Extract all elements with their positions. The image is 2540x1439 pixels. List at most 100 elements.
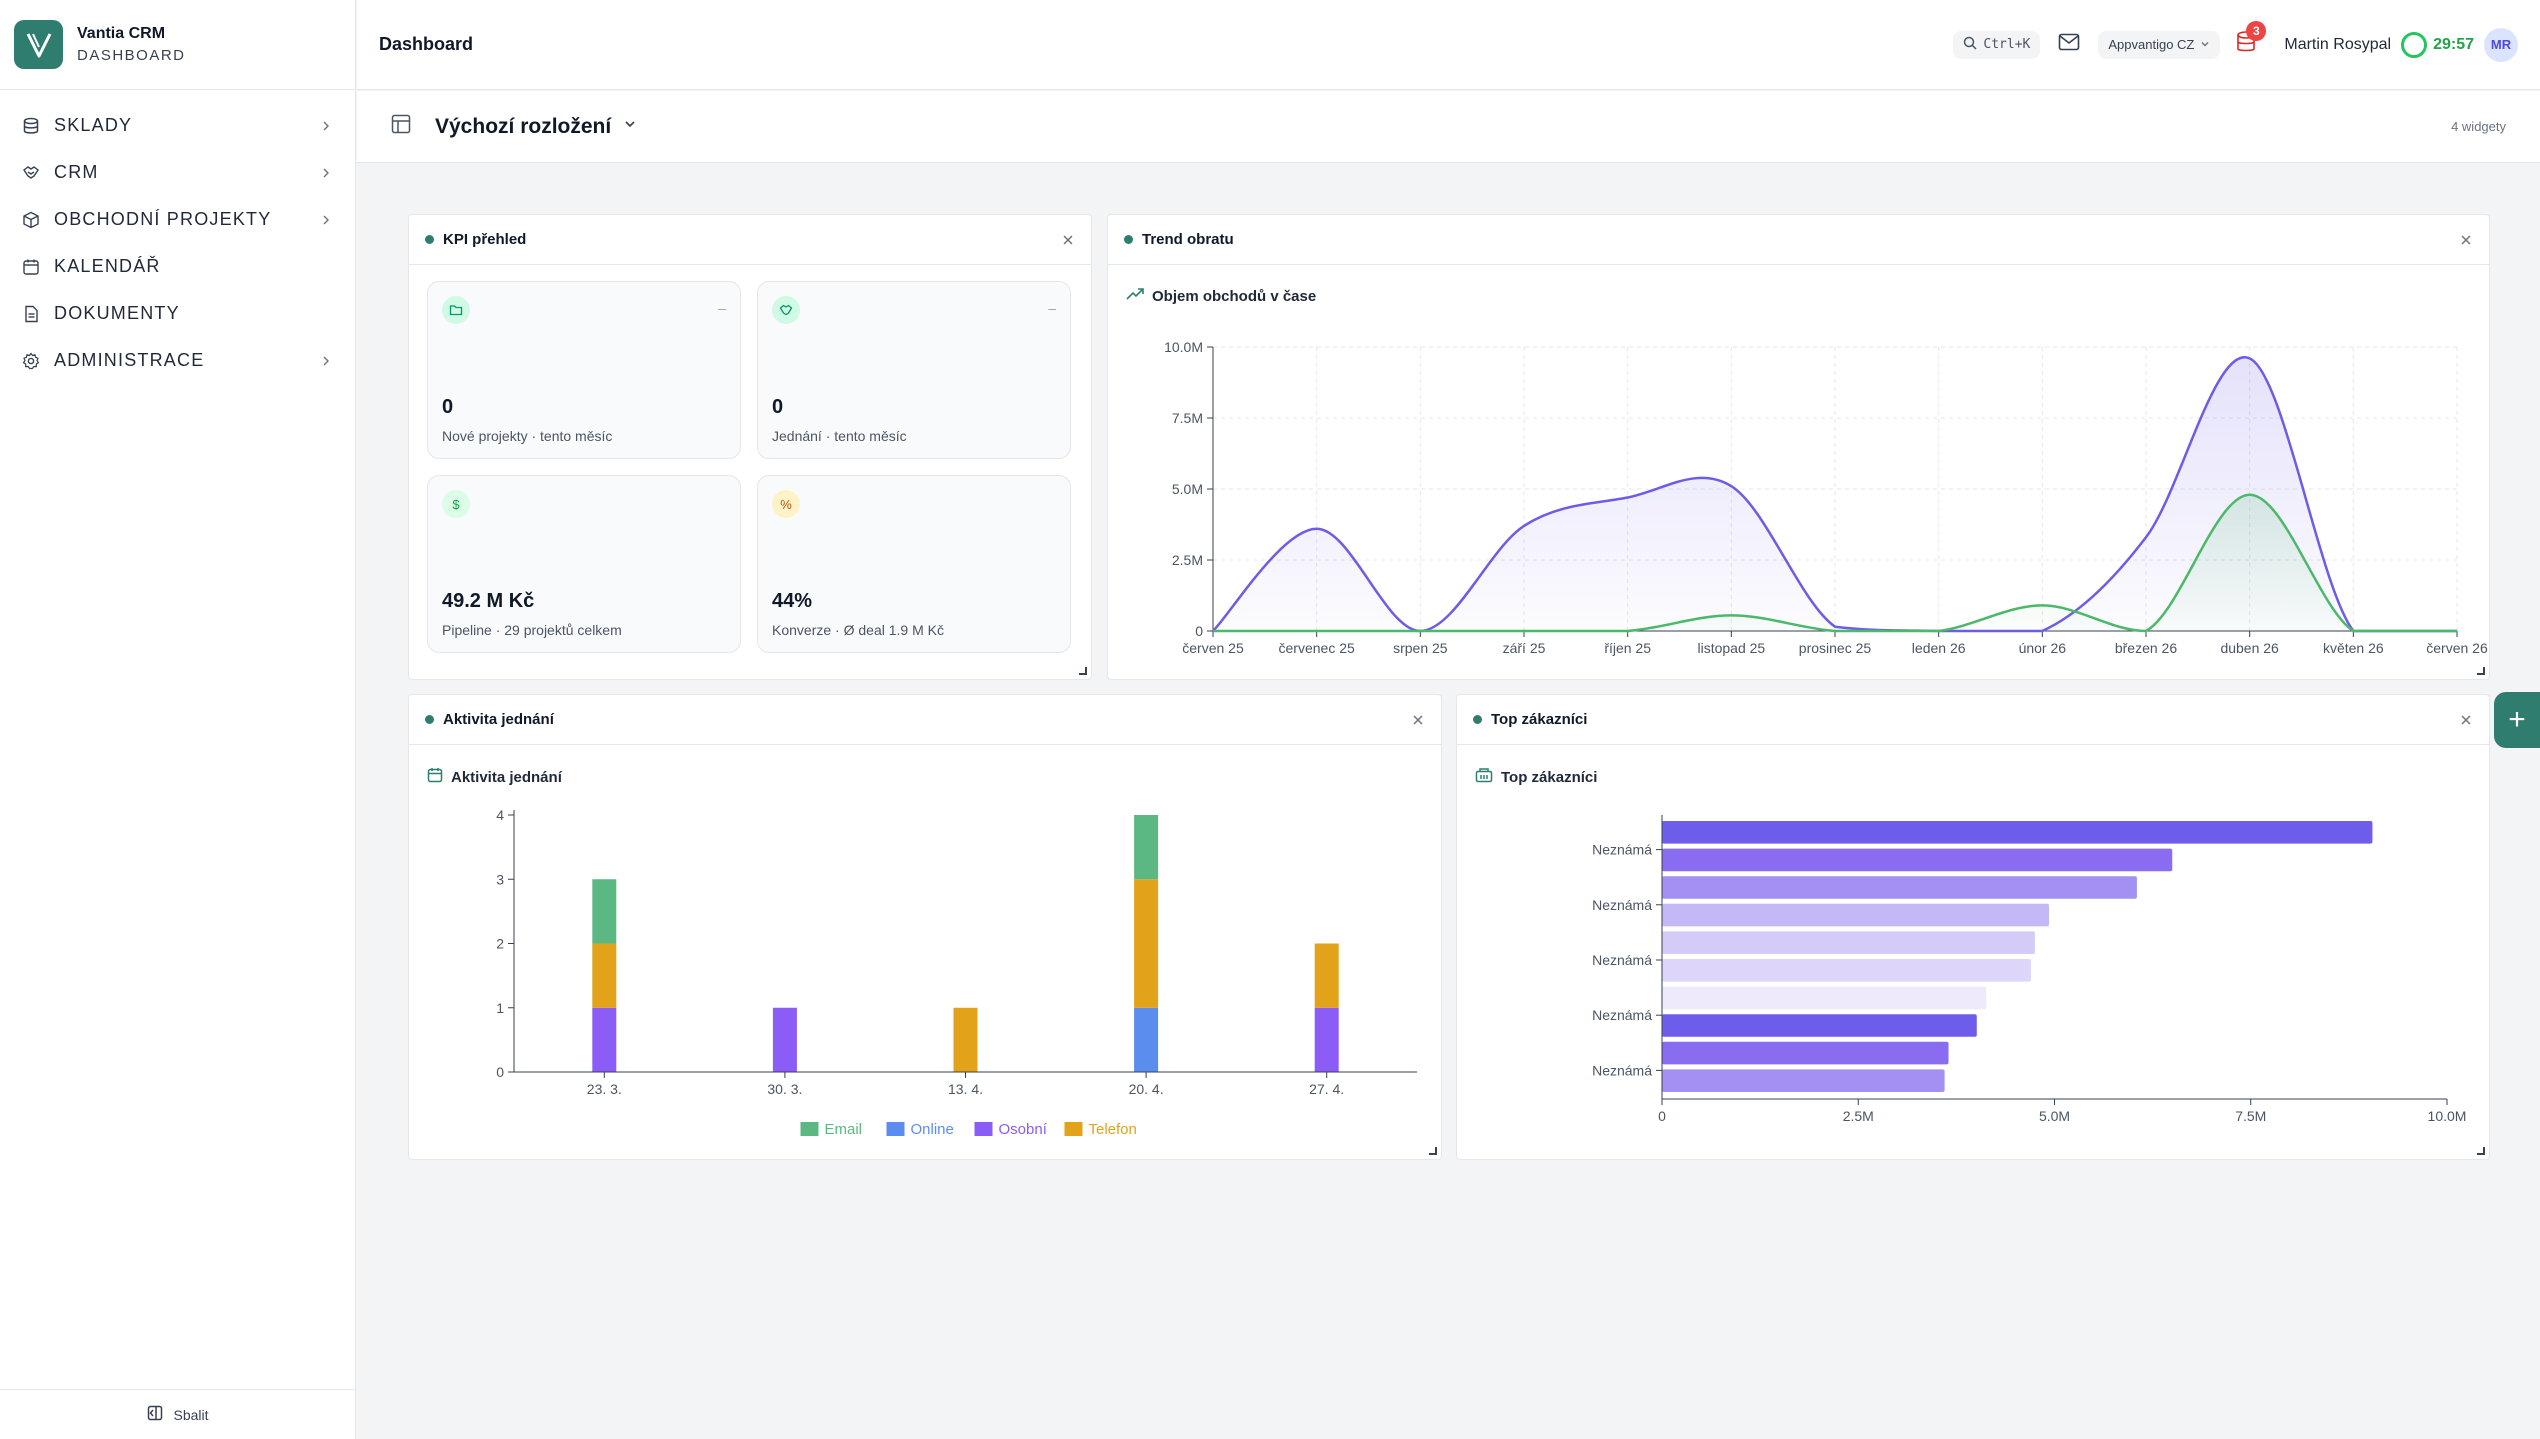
x-tick-label: 23. 3. [587,1081,622,1097]
widget-title: Top zákazníci [1491,711,1588,728]
sidebar-item-crm[interactable]: CRM [0,149,355,196]
building-icon [1475,767,1493,787]
sidebar-nav: SKLADY CRM OBCHODNÍ PROJEKTY KALENDÁŘ DOKUME… [0,90,355,384]
kpi-label: Jednání · tento měsíc [772,428,907,444]
y-tick-label: 2 [496,936,504,952]
bar-segment [592,943,617,1008]
page-title: Dashboard [379,34,474,54]
resize-handle[interactable] [1079,667,1087,675]
chevron-right-icon [319,354,333,368]
kpi-card[interactable]: $49.2 M Kč Pipeline · 29 projektů celkem [427,475,741,653]
bar-segment [772,1007,797,1072]
percent-icon: % [772,490,800,518]
legend-label: Osobní [999,1121,1048,1138]
widget-status-dot [425,235,434,244]
bar-segment [1134,815,1159,880]
organization-name: Appvantigo CZ [2108,37,2195,52]
resize-handle[interactable] [1429,1147,1437,1155]
handshake-icon [22,164,40,182]
widget-status-dot [1473,715,1482,724]
sidebar: Vantia CRM DASHBOARD SKLADY CRM OBCHODNÍ P… [0,0,356,1439]
sidebar-item-label: CRM [54,162,99,182]
bar-segment [1314,943,1339,1008]
database-icon [22,117,40,135]
sidebar-item-administrace[interactable]: ADMINISTRACE [0,337,355,384]
y-tick-label: Neznámá [1592,952,1652,968]
sidebar-item-dokumenty[interactable]: DOKUMENTY [0,290,355,337]
bar-segment [592,1007,617,1072]
add-widget-button[interactable]: + [2494,692,2540,748]
x-tick-label: 10.0M [2428,1108,2467,1124]
chevron-down-icon [2200,37,2210,52]
kpi-value: 0 [772,396,784,418]
kpi-label: Nové projekty · tento měsíc [442,428,613,444]
user-name[interactable]: Martin Rosypal [2284,35,2392,53]
close-icon[interactable] [1411,713,1425,727]
kpi-icon-symbol: % [780,496,792,512]
close-icon[interactable] [2459,713,2473,727]
chevron-right-icon [319,213,333,227]
sidebar-item-label: OBCHODNÍ PROJEKTY [54,209,272,229]
kpi-value: 49.2 M Kč [442,590,535,612]
widget-status-dot [425,715,434,724]
bar [1662,876,2137,899]
layout-bar: Výchozí rozložení 4 widgety [357,91,2540,163]
kpi-card[interactable]: – 0 Jednání · tento měsíc [757,281,1071,459]
legend-item: Online [886,1121,954,1138]
mail-icon[interactable] [2058,33,2080,56]
sidebar-item-kalend-[interactable]: KALENDÁŘ [0,243,355,290]
x-tick-label: 7.5M [2235,1108,2266,1124]
collapse-label: Sbalit [173,1406,209,1423]
kpi-trend-placeholder: – [1048,300,1056,316]
notifications-button[interactable]: 3 [2236,21,2267,58]
activity-chart: 0 1 2 3 4 23. 3. 30. 3. 13. 4. 20. 4. 27. 4. Email… [496,807,1417,1138]
legend-item: Email [800,1121,862,1138]
session-timer: 29:57 [2401,31,2474,58]
x-tick-label: září 25 [1503,640,1546,656]
organization-select[interactable]: Appvantigo CZ [2098,30,2221,59]
chevron-right-icon [319,119,333,133]
bar-segment [953,1007,978,1072]
close-icon[interactable] [1061,233,1075,247]
bar [1662,1041,1949,1065]
close-icon[interactable] [2459,233,2473,247]
x-tick-label: 2.5M [1843,1108,1874,1124]
chevron-down-icon[interactable] [623,117,2451,136]
app-name: Vantia CRM [77,25,166,42]
folder-icon [442,296,470,324]
x-tick-label: 30. 3. [767,1081,802,1097]
resize-handle[interactable] [2477,1147,2485,1155]
trend-subtitle: Objem obchodů v čase [1152,287,1317,305]
box-icon [22,211,40,229]
kpi-card[interactable]: % 44% Konverze · Ø deal 1.9 M Kč [757,475,1071,653]
y-tick-label: Neznámá [1592,897,1652,913]
legend-swatch [886,1122,905,1136]
activity-subtitle: Aktivita jednání [451,768,562,786]
handshake-icon [772,296,800,324]
sidebar-item-obchodn-projekty[interactable]: OBCHODNÍ PROJEKTY [0,196,355,243]
timer-value: 29:57 [2433,35,2474,53]
kpi-trend-placeholder: – [718,300,726,316]
collapse-sidebar-button[interactable]: Sbalit [0,1389,356,1439]
brand[interactable]: Vantia CRM DASHBOARD [0,0,355,90]
x-tick-label: 13. 4. [948,1081,983,1097]
dollar-icon: $ [442,490,470,518]
top-customers-chart: Neznámá Neznámá Neznámá Neznámá Neznámá 0 2.5M… [1592,815,2467,1124]
activity-widget: Aktivita jednání Aktivita jednání 0 1 2 3 4 2… [408,694,1442,1160]
layout-select[interactable]: Výchozí rozložení [435,114,612,138]
bar [1662,821,2373,844]
kpi-card[interactable]: – 0 Nové projekty · tento měsíc [427,281,741,459]
search-shortcut: Ctrl+K [1983,37,2031,52]
bar [1662,959,2031,982]
widget-count: 4 widgety [2451,119,2506,134]
kpi-label: Pipeline · 29 projektů celkem [442,622,622,638]
legend-swatch [974,1122,993,1136]
avatar[interactable]: MR [2484,27,2518,62]
collapse-icon [147,1405,163,1424]
app-logo [14,20,63,69]
sidebar-item-sklady[interactable]: SKLADY [0,102,355,149]
search-button[interactable]: Ctrl+K [1953,30,2041,59]
x-tick-label: duben 26 [2220,640,2279,656]
legend-label: Online [911,1121,954,1138]
resize-handle[interactable] [2477,667,2485,675]
